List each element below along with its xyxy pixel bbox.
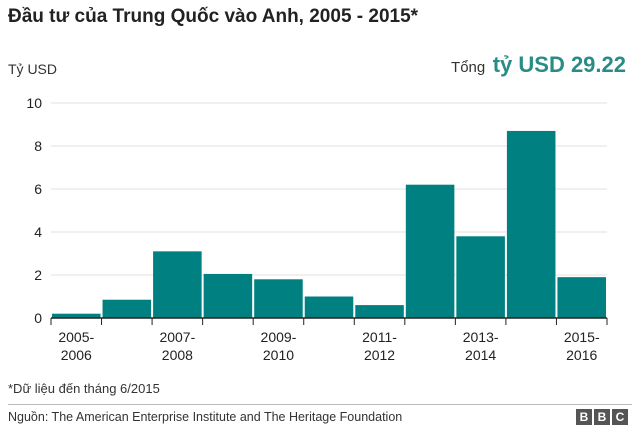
bar <box>52 313 101 318</box>
y-tick-label: 10 <box>26 95 42 111</box>
y-tick-label: 4 <box>34 224 42 240</box>
bar <box>355 305 404 318</box>
x-tick-label: 2013- <box>463 329 499 345</box>
x-tick-label: 2009- <box>261 329 297 345</box>
y-tick-label: 8 <box>34 138 42 154</box>
x-tick-label: 2011- <box>362 329 397 345</box>
x-tick-label: 2007- <box>159 329 195 345</box>
bar <box>456 236 505 318</box>
footer-divider <box>8 404 632 405</box>
x-tick-label: 2016 <box>566 347 597 363</box>
x-tick-label: 2008 <box>162 347 193 363</box>
x-tick-label: 2006 <box>61 347 92 363</box>
bbc-logo-letter: B <box>576 409 592 425</box>
x-tick-label: 2012 <box>364 347 395 363</box>
y-axis-unit-label: Tỷ USD <box>8 61 57 77</box>
total-summary: Tổng tỷ USD 29.22 <box>451 52 626 78</box>
chart-title: Đầu tư của Trung Quốc vào Anh, 2005 - 20… <box>8 6 419 27</box>
y-tick-label: 2 <box>34 267 42 283</box>
total-value: tỷ USD 29.22 <box>492 52 626 77</box>
bar <box>405 184 455 318</box>
bar <box>203 273 253 318</box>
x-tick-label: 2014 <box>465 347 496 363</box>
y-tick-label: 0 <box>34 310 42 326</box>
y-tick-label: 6 <box>34 181 42 197</box>
bbc-logo: B B C <box>576 409 628 425</box>
footnote: *Dữ liệu đến tháng 6/2015 <box>8 381 160 396</box>
x-tick-label: 2005- <box>58 329 94 345</box>
x-tick-label: 2015- <box>564 329 600 345</box>
bbc-logo-letter: C <box>612 409 628 425</box>
x-tick-label: 2010 <box>263 347 294 363</box>
total-label: Tổng <box>451 59 486 76</box>
bar <box>506 130 556 318</box>
bar <box>102 299 152 318</box>
source-text: Nguồn: The American Enterprise Institute… <box>8 410 403 424</box>
bar-chart: 0 2 4 6 8 10 2005- 2006 2007- 2008 2009- 2010 2011- 2… <box>26 95 608 363</box>
bbc-logo-letter: B <box>594 409 610 425</box>
bar <box>557 277 606 318</box>
bar <box>304 296 354 318</box>
bar <box>153 251 202 318</box>
bar <box>254 279 303 318</box>
